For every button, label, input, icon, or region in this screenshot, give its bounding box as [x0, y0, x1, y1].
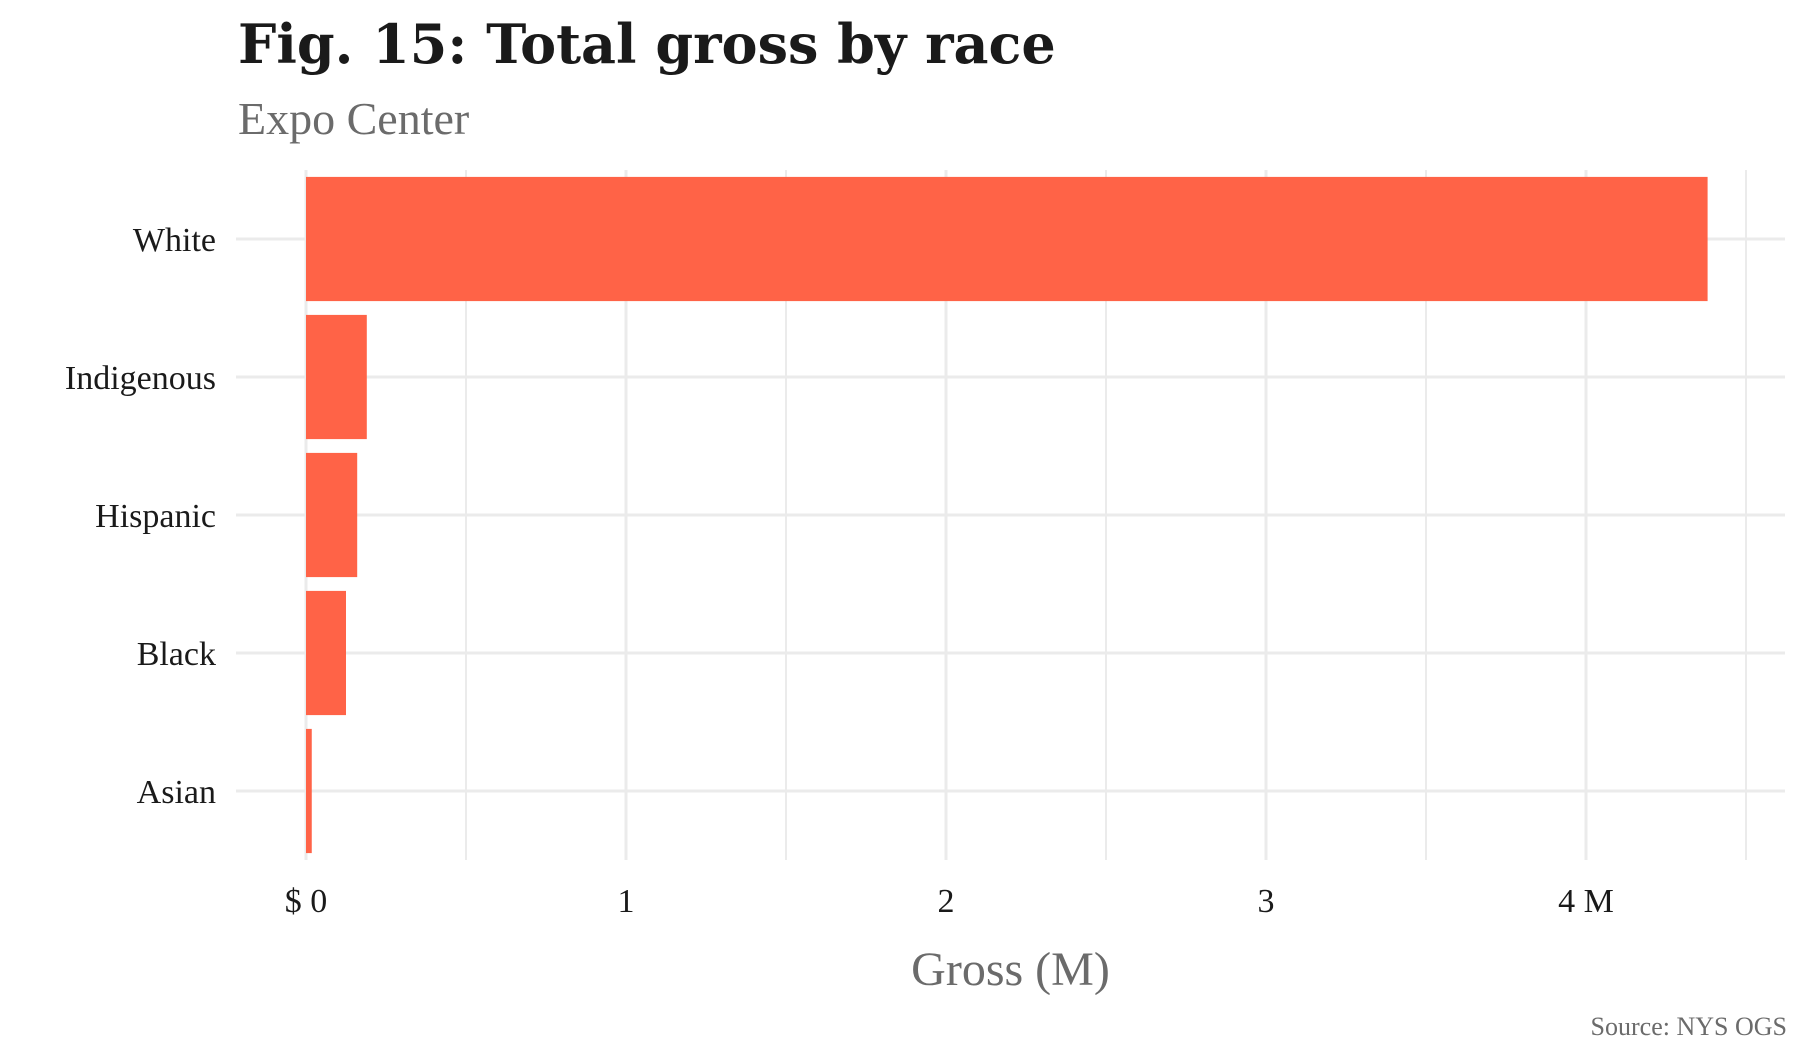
- y-tick-label: Indigenous: [65, 360, 216, 397]
- chart-caption: Source: NYS OGS: [1590, 1012, 1787, 1041]
- x-tick-label: 2: [938, 883, 955, 920]
- bar-layer: [306, 176, 1708, 854]
- y-tick-label: Asian: [137, 774, 216, 811]
- y-tick-labels: White Indigenous Hispanic Black Asian: [65, 222, 216, 811]
- bar-black: [306, 590, 346, 716]
- x-tick-label: 3: [1258, 883, 1275, 920]
- bar-hispanic: [306, 452, 358, 578]
- bar-white: [306, 176, 1708, 302]
- x-tick-labels: $ 0 1 2 3 4 M: [285, 883, 1614, 920]
- x-axis-title: Gross (M): [911, 943, 1110, 996]
- chart-title: Fig. 15: Total gross by race: [238, 12, 1056, 76]
- x-tick-label: 4 M: [1558, 883, 1614, 920]
- x-tick-label: 1: [618, 883, 635, 920]
- y-tick-label: Hispanic: [95, 498, 216, 535]
- y-tick-label: Black: [137, 636, 216, 673]
- y-tick-label: White: [133, 222, 216, 259]
- chart-subtitle: Expo Center: [238, 93, 470, 144]
- bar-asian: [306, 728, 312, 854]
- x-tick-label: $ 0: [285, 883, 328, 920]
- bar-indigenous: [306, 314, 367, 440]
